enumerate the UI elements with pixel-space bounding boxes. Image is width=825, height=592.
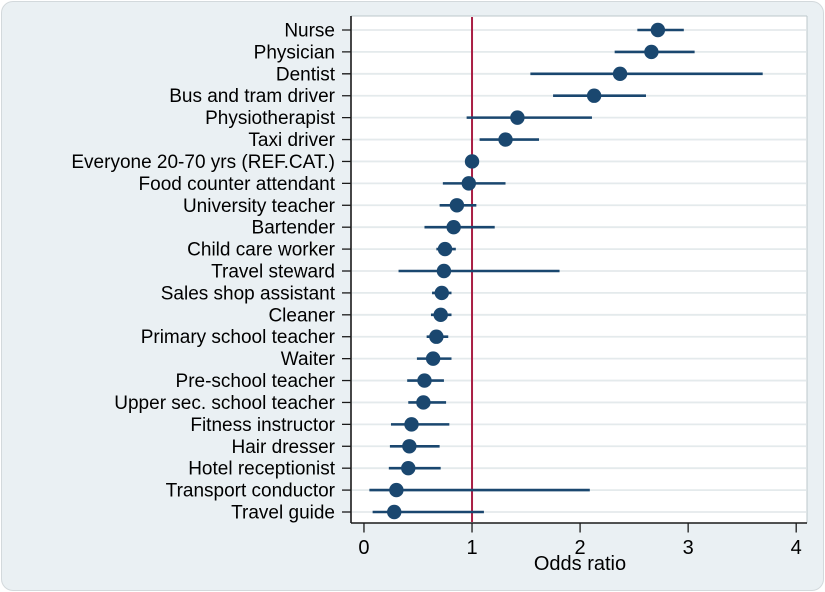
category-label: Physician	[254, 42, 335, 63]
x-tick-label: 3	[683, 537, 694, 559]
or-marker	[404, 417, 419, 432]
or-marker	[510, 110, 525, 125]
or-marker	[433, 307, 448, 323]
category-label: Physiotherapist	[205, 108, 336, 129]
x-tick-label: 2	[575, 537, 586, 559]
plot-background	[351, 16, 807, 523]
or-marker	[612, 66, 628, 82]
x-tick-label: 4	[791, 537, 802, 559]
category-label: Upper sec. school teacher	[114, 393, 335, 414]
category-label: Sales shop assistant	[161, 283, 336, 304]
x-axis-title: Odds ratio	[534, 553, 626, 575]
or-marker	[644, 44, 659, 60]
or-marker	[416, 395, 431, 410]
category-label: Bus and tram driver	[169, 86, 335, 107]
or-marker	[650, 22, 666, 38]
category-label: Nurse	[284, 21, 335, 42]
category-label: Pre-school teacher	[176, 371, 336, 392]
or-marker	[425, 351, 441, 366]
or-marker	[402, 439, 417, 454]
category-label: Transport conductor	[166, 481, 336, 502]
or-marker	[417, 373, 432, 388]
or-marker	[449, 198, 465, 213]
or-marker	[446, 219, 461, 235]
category-label: Cleaner	[268, 305, 335, 326]
category-label: Primary school teacher	[141, 327, 336, 348]
or-marker	[586, 88, 602, 103]
or-marker	[436, 263, 452, 279]
category-label: University teacher	[183, 196, 336, 217]
x-tick-label: 1	[466, 537, 477, 559]
category-label: Bartender	[252, 218, 336, 239]
or-marker	[387, 504, 402, 520]
category-label: Fitness instructor	[190, 415, 335, 436]
or-marker	[464, 154, 480, 169]
category-label: Travel guide	[231, 503, 335, 524]
or-marker	[498, 132, 513, 147]
or-marker	[434, 285, 449, 301]
category-label: Travel steward	[211, 262, 335, 283]
category-label: Hotel receptionist	[188, 459, 336, 480]
category-label: Dentist	[276, 64, 336, 85]
category-label: Hair dresser	[232, 437, 336, 458]
category-label: Everyone 20-70 yrs (REF.CAT.)	[71, 152, 335, 173]
or-marker	[437, 241, 453, 257]
category-label: Waiter	[281, 349, 336, 370]
or-marker	[461, 176, 476, 191]
x-tick-label: 0	[358, 537, 369, 559]
or-marker	[389, 482, 404, 498]
category-label: Child care worker	[187, 240, 335, 261]
category-label: Food counter attendant	[139, 174, 336, 195]
or-marker	[429, 329, 444, 344]
or-marker	[401, 460, 416, 476]
category-label: Taxi driver	[248, 130, 335, 151]
